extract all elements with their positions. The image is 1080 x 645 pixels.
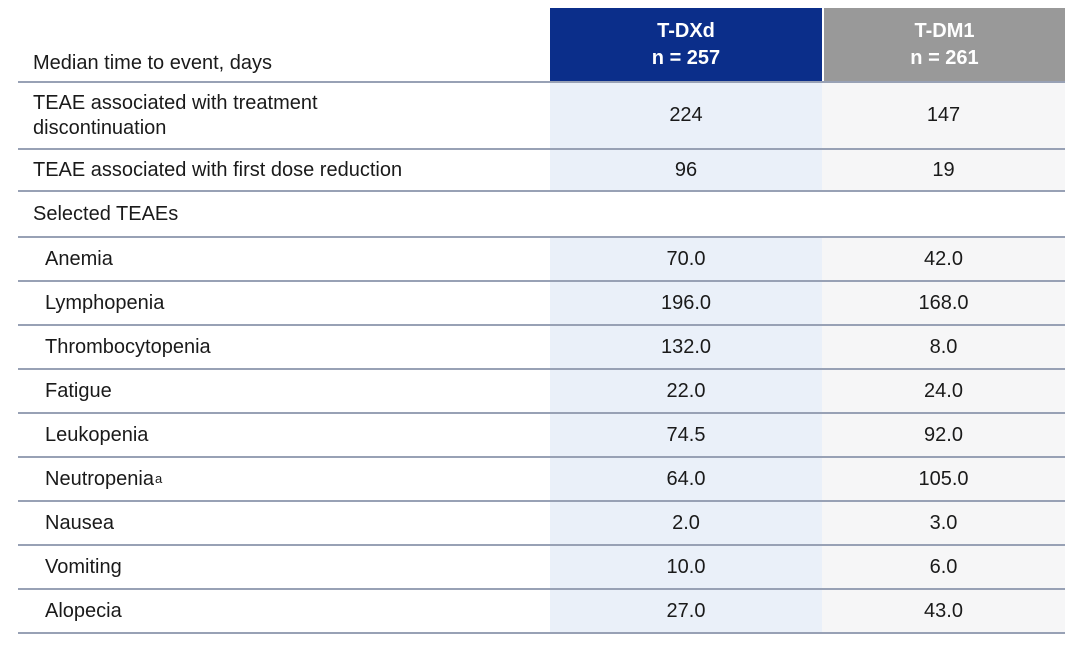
tdm1-value: 6.0 — [822, 546, 1065, 588]
row-label: Lymphopenia — [45, 291, 165, 314]
tdm1-value: 92.0 — [822, 414, 1065, 456]
tdxd-value: 2.0 — [550, 502, 822, 544]
tdxd-value: 10.0 — [550, 546, 822, 588]
row-label: Thrombocytopenia — [45, 335, 211, 358]
row-label: TEAE associated with first dose reductio… — [33, 158, 403, 181]
tdxd-value: 132.0 — [550, 326, 822, 368]
tdxd-n-count: n = 257 — [651, 46, 721, 69]
table-row: Alopecia 27.0 43.0 — [18, 590, 1065, 634]
tdxd-value: 22.0 — [550, 370, 822, 412]
tdm1-value: 24.0 — [822, 370, 1065, 412]
row-label: TEAE associated with treatment discontin… — [33, 91, 318, 139]
table-row: Lymphopenia 196.0 168.0 — [18, 282, 1065, 326]
table-row: Neutropenia a 64.0 105.0 — [18, 458, 1065, 502]
column-header-tdxd: T-DXd n = 257 — [550, 8, 822, 81]
row-label: Fatigue — [45, 379, 112, 402]
tdm1-value — [822, 192, 1065, 236]
tdm1-value: 168.0 — [822, 282, 1065, 324]
tdm1-value: 105.0 — [822, 458, 1065, 500]
section-label: Selected TEAEs — [33, 202, 179, 225]
tdxd-value: 224 — [550, 83, 822, 148]
corner-label: Median time to event, days — [33, 52, 273, 74]
tdm1-arm-label: T-DM1 — [914, 19, 975, 42]
table-row: TEAE associated with treatment discontin… — [18, 83, 1065, 150]
row-label: Neutropenia a — [45, 467, 163, 490]
tdxd-value: 64.0 — [550, 458, 822, 500]
table-row: Nausea 2.0 3.0 — [18, 502, 1065, 546]
column-header-tdm1: T-DM1 n = 261 — [822, 8, 1065, 81]
tdm1-value: 42.0 — [822, 238, 1065, 280]
table-row: TEAE associated with first dose reductio… — [18, 150, 1065, 192]
tdxd-value: 70.0 — [550, 238, 822, 280]
tdm1-value: 3.0 — [822, 502, 1065, 544]
tdxd-value: 74.5 — [550, 414, 822, 456]
table-row: Fatigue 22.0 24.0 — [18, 370, 1065, 414]
tdxd-value: 196.0 — [550, 282, 822, 324]
row-label: Nausea — [45, 511, 114, 534]
table-header-row: Median time to event, days T-DXd n = 257… — [18, 8, 1065, 83]
row-label: Anemia — [45, 247, 113, 270]
section-header-row: Selected TEAEs — [18, 192, 1065, 238]
row-label: Leukopenia — [45, 423, 149, 446]
table-row: Vomiting 10.0 6.0 — [18, 546, 1065, 590]
tdxd-value: 96 — [550, 150, 822, 190]
row-label: Vomiting — [45, 555, 122, 578]
tdm1-value: 147 — [822, 83, 1065, 148]
table-row: Anemia 70.0 42.0 — [18, 238, 1065, 282]
tdxd-value — [550, 192, 822, 236]
median-time-to-event-table: Median time to event, days T-DXd n = 257… — [18, 8, 1065, 634]
tdm1-value: 19 — [822, 150, 1065, 190]
table-row: Thrombocytopenia 132.0 8.0 — [18, 326, 1065, 370]
tdm1-value: 43.0 — [822, 590, 1065, 632]
tdm1-n-count: n = 261 — [910, 46, 979, 69]
tdxd-value: 27.0 — [550, 590, 822, 632]
table-row: Leukopenia 74.5 92.0 — [18, 414, 1065, 458]
row-label-text: Neutropenia — [45, 467, 154, 490]
tdxd-arm-label: T-DXd — [657, 19, 715, 42]
row-label: Alopecia — [45, 599, 122, 622]
tdm1-value: 8.0 — [822, 326, 1065, 368]
